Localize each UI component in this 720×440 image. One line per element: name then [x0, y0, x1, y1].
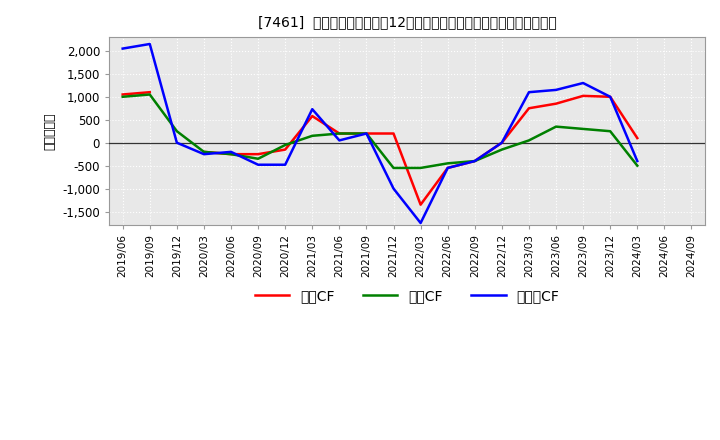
- 営業CF: [118, 92, 127, 97]
- フリーCF: [525, 90, 534, 95]
- 投資CF: [173, 128, 181, 134]
- Legend: 営業CF, 投資CF, フリーCF: 営業CF, 投資CF, フリーCF: [249, 284, 565, 309]
- 投資CF: [335, 131, 343, 136]
- フリーCF: [470, 158, 479, 164]
- フリーCF: [390, 186, 398, 191]
- Title: [7461]  キャッシュフローの12か月移動合計の対前年同期増減額の推移: [7461] キャッシュフローの12か月移動合計の対前年同期増減額の推移: [258, 15, 557, 29]
- 営業CF: [227, 151, 235, 157]
- フリーCF: [173, 140, 181, 145]
- Line: 営業CF: 営業CF: [122, 92, 637, 205]
- 営業CF: [199, 149, 208, 154]
- 営業CF: [552, 101, 560, 106]
- 営業CF: [335, 131, 343, 136]
- フリーCF: [362, 131, 371, 136]
- 投資CF: [118, 94, 127, 99]
- 投資CF: [390, 165, 398, 171]
- 投資CF: [470, 158, 479, 164]
- 投資CF: [227, 151, 235, 157]
- 営業CF: [525, 106, 534, 111]
- フリーCF: [199, 151, 208, 157]
- フリーCF: [253, 162, 262, 167]
- Line: 投資CF: 投資CF: [122, 95, 637, 168]
- 投資CF: [633, 163, 642, 168]
- フリーCF: [444, 165, 452, 171]
- 投資CF: [525, 138, 534, 143]
- フリーCF: [145, 41, 154, 47]
- 営業CF: [281, 147, 289, 152]
- フリーCF: [633, 158, 642, 164]
- Line: フリーCF: フリーCF: [122, 44, 637, 223]
- フリーCF: [118, 46, 127, 51]
- フリーCF: [416, 220, 425, 226]
- 営業CF: [253, 151, 262, 157]
- 営業CF: [606, 94, 615, 99]
- フリーCF: [308, 106, 317, 112]
- 営業CF: [145, 90, 154, 95]
- フリーCF: [579, 81, 588, 86]
- 投資CF: [579, 126, 588, 132]
- 投資CF: [281, 143, 289, 148]
- 営業CF: [633, 136, 642, 141]
- 営業CF: [470, 158, 479, 164]
- 営業CF: [362, 131, 371, 136]
- 投資CF: [308, 133, 317, 139]
- 営業CF: [579, 93, 588, 99]
- 投資CF: [199, 149, 208, 154]
- 営業CF: [416, 202, 425, 207]
- Y-axis label: （百万円）: （百万円）: [44, 113, 57, 150]
- 投資CF: [444, 161, 452, 166]
- フリーCF: [606, 94, 615, 99]
- 投資CF: [416, 165, 425, 171]
- フリーCF: [281, 162, 289, 167]
- 投資CF: [552, 124, 560, 129]
- 営業CF: [308, 114, 317, 119]
- 投資CF: [253, 156, 262, 161]
- 営業CF: [498, 140, 506, 145]
- 投資CF: [498, 147, 506, 152]
- フリーCF: [498, 140, 506, 145]
- 投資CF: [362, 131, 371, 136]
- 投資CF: [145, 92, 154, 97]
- 投資CF: [606, 128, 615, 134]
- 営業CF: [390, 131, 398, 136]
- フリーCF: [552, 87, 560, 92]
- フリーCF: [227, 149, 235, 154]
- フリーCF: [335, 138, 343, 143]
- 営業CF: [444, 165, 452, 171]
